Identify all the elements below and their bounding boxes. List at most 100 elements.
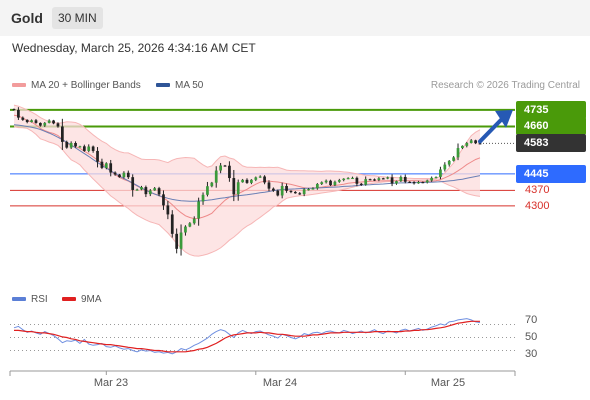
candle-body [30, 120, 33, 123]
candle [302, 188, 306, 197]
credit-text: Research © 2026 Trading Central [430, 80, 580, 91]
level-label-4445: 4445 [516, 164, 586, 183]
x-label-mar25: Mar 25 [430, 377, 466, 389]
candle-body [368, 179, 372, 181]
candle [434, 176, 438, 179]
candle [140, 185, 143, 191]
candle [289, 190, 293, 194]
candle-body [364, 179, 368, 185]
candle [408, 181, 412, 184]
candle [346, 177, 350, 180]
candle-body [337, 180, 341, 182]
instrument-title: Gold [11, 10, 43, 26]
candle [386, 176, 390, 180]
rsi-line [13, 318, 481, 355]
candle [82, 144, 86, 152]
candle [175, 228, 179, 254]
candle-body [157, 188, 161, 195]
candle-body [293, 191, 297, 194]
x-label-mar24: Mar 24 [262, 377, 298, 389]
candle-body [263, 176, 266, 183]
candle [403, 174, 407, 184]
bollinger-upper-line [13, 104, 481, 180]
moving-averages [13, 114, 481, 220]
candle-body [280, 185, 284, 196]
candle [122, 171, 126, 179]
candle [166, 200, 170, 220]
x-label-mar23: Mar 23 [93, 377, 129, 389]
candle-body [241, 179, 244, 183]
candle [368, 178, 372, 181]
candle [236, 179, 240, 201]
legend-rsi-ma-label: 9MA [81, 294, 102, 305]
candle [245, 178, 249, 184]
candle-body [153, 188, 157, 191]
candle [223, 164, 227, 167]
candle [219, 162, 222, 174]
candle-body [298, 193, 302, 195]
candle [373, 178, 376, 182]
candle [201, 192, 205, 205]
candle [311, 187, 315, 190]
rsi-ma-line [14, 320, 480, 353]
candle-body [315, 184, 319, 189]
candle-body [96, 150, 99, 162]
candle [144, 185, 148, 198]
candle-body [289, 190, 293, 193]
candle-body [351, 177, 354, 180]
candle [65, 140, 69, 149]
candle-body [104, 163, 108, 168]
candle [364, 176, 368, 186]
candle [439, 166, 442, 180]
candle-body [219, 165, 222, 171]
candle [315, 183, 319, 190]
candle [351, 176, 354, 180]
candle-body [34, 120, 38, 123]
candle [188, 222, 192, 228]
candle-body [285, 185, 288, 191]
candle-body [148, 190, 152, 195]
candle [276, 189, 280, 197]
candle [425, 179, 429, 184]
candle-body [184, 226, 187, 233]
candle-body [355, 177, 359, 184]
candle-body [403, 176, 407, 182]
candle [465, 141, 469, 148]
candle-body [478, 143, 482, 145]
candle-body [395, 181, 398, 184]
candle-body [373, 179, 376, 181]
legend-ma20-label: MA 20 + Bollinger Bands [31, 80, 141, 91]
candle-body [43, 122, 47, 126]
candle [390, 174, 394, 187]
candle-body [377, 178, 381, 181]
candle [39, 122, 42, 127]
candle [78, 145, 82, 148]
candle-body [144, 187, 148, 195]
legend-ma20: MA 20 + Bollinger Bands [12, 80, 141, 91]
timeframe-button[interactable]: 30 MIN [52, 7, 103, 29]
candle-body [87, 146, 91, 151]
candle [298, 192, 302, 195]
candle [474, 139, 477, 145]
legend-ma50: MA 50 [156, 80, 203, 91]
candle-body [412, 182, 416, 184]
candle [69, 141, 73, 150]
candle-body [434, 176, 438, 179]
candle-body [74, 142, 77, 147]
candle-body [232, 178, 236, 195]
ma50-line [13, 124, 481, 202]
candle [162, 190, 165, 210]
candle-body [272, 188, 275, 191]
candle [412, 181, 416, 185]
forecast-arrow [478, 109, 513, 144]
candle [96, 147, 99, 168]
candle-body [47, 120, 51, 123]
candle [293, 191, 297, 194]
candle-body [206, 186, 209, 195]
candle [280, 182, 284, 199]
candle [43, 121, 47, 127]
candle [153, 187, 157, 191]
candle-body [131, 177, 135, 190]
candle-body [474, 140, 477, 144]
candle [148, 189, 152, 197]
